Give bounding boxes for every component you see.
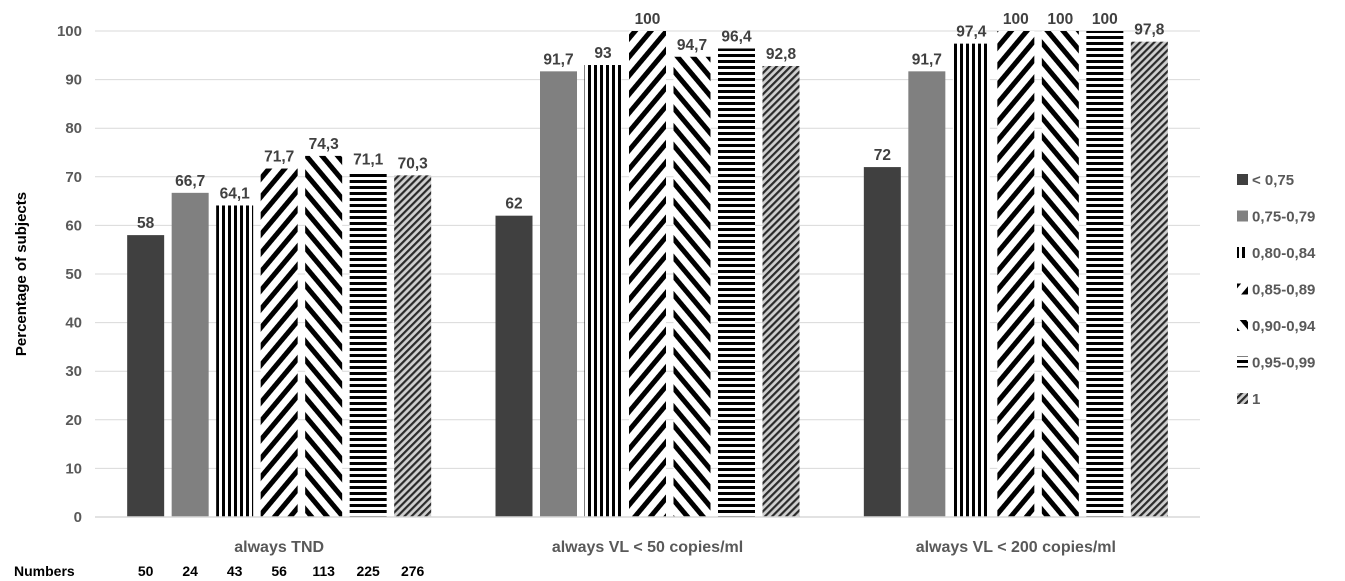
bar [305,155,343,518]
data-label: 71,7 [264,149,294,166]
y-tick-label: 40 [65,315,82,332]
legend-label: 0,85-0,89 [1252,282,1315,299]
legend-swatch [1237,320,1248,331]
category-label: always TND [234,539,324,556]
bar [997,31,1035,517]
legend-label: 0,80-0,84 [1252,245,1316,262]
bar [349,171,387,518]
bar [584,65,622,518]
bar [495,215,533,517]
bar [629,31,666,517]
legend-swatch [1237,393,1248,404]
bar [908,71,946,517]
y-tick-label: 100 [57,23,82,40]
numbers-value: 24 [182,563,198,579]
legend-label: 1 [1252,391,1260,408]
y-tick-label: 20 [65,412,82,429]
legend-label: < 0,75 [1252,172,1294,189]
y-tick-label: 30 [65,363,82,380]
y-tick-label: 50 [65,266,82,283]
bar [127,235,165,517]
numbers-value: 225 [356,563,380,579]
numbers-value: 113 [312,563,335,579]
bar [1086,31,1124,517]
y-tick-label: 0 [74,509,82,526]
data-label: 71,1 [353,151,384,168]
data-label: 91,7 [912,51,942,68]
data-label: 62 [505,196,522,213]
bar [718,48,755,517]
category-labels: always TND always VL < 50 copies/ml always… [234,539,1116,556]
y-tick-label: 70 [65,169,82,186]
y-tick-label: 80 [65,120,82,137]
numbers-row: Numbers 50 24 43 56 113 225 276 [14,563,425,579]
bar [171,192,209,517]
bar [1041,31,1079,517]
legend-swatch [1237,356,1248,368]
legend-swatch [1237,247,1248,258]
y-tick-label: 60 [65,217,82,234]
y-axis-label: Percentage of subjects [13,192,30,356]
bar [863,167,901,517]
data-label: 66,7 [175,173,205,190]
numbers-value: 276 [401,563,425,579]
bars [127,31,1168,518]
category-label: always VL < 50 copies/ml [552,539,743,556]
y-axis-ticks: 0 10 20 30 40 50 60 70 80 90 100 [57,23,82,526]
numbers-label: Numbers [14,563,75,579]
data-label: 58 [137,215,155,232]
legend-swatch [1237,283,1248,295]
data-label: 72 [874,147,891,164]
category-label: always VL < 200 copies/ml [916,539,1116,556]
data-label: 100 [1047,11,1073,28]
y-tick-label: 90 [65,72,82,89]
data-label: 64,1 [220,185,251,202]
data-label: 92,8 [766,46,797,63]
data-label: 70,3 [398,155,429,172]
legend: < 0,75 0,75-0,79 0,80-0,84 0,85-0,89 0,90-0,… [1237,172,1316,408]
data-label: 100 [1003,11,1029,28]
numbers-value: 43 [227,563,243,579]
bar [673,56,711,518]
bar [952,43,990,518]
legend-label: 0,75-0,79 [1252,209,1315,226]
bar [260,168,298,517]
bar [394,175,432,518]
legend-label: 0,90-0,94 [1252,318,1316,335]
numbers-value: 56 [271,563,287,579]
data-label: 74,3 [309,136,340,153]
data-label: 97,4 [956,24,987,41]
bar [1130,41,1168,517]
legend-label: 0,95-0,99 [1252,355,1315,372]
legend-swatch [1237,174,1248,185]
data-label: 100 [635,11,661,28]
data-labels: 58 66,7 64,1 71,7 74,3 71,1 70,3 62 91,7 93 100 94,… [137,11,1165,232]
bar [540,71,577,517]
y-tick-label: 10 [65,460,82,477]
data-label: 94,7 [677,37,707,54]
data-label: 91,7 [543,51,573,68]
legend-swatch [1237,210,1248,222]
data-label: 96,4 [721,28,752,45]
data-label: 100 [1092,11,1118,28]
data-label: 97,8 [1134,22,1165,39]
data-label: 93 [594,45,612,62]
numbers-value: 50 [138,563,154,579]
bar [762,65,800,517]
bar [216,205,254,517]
